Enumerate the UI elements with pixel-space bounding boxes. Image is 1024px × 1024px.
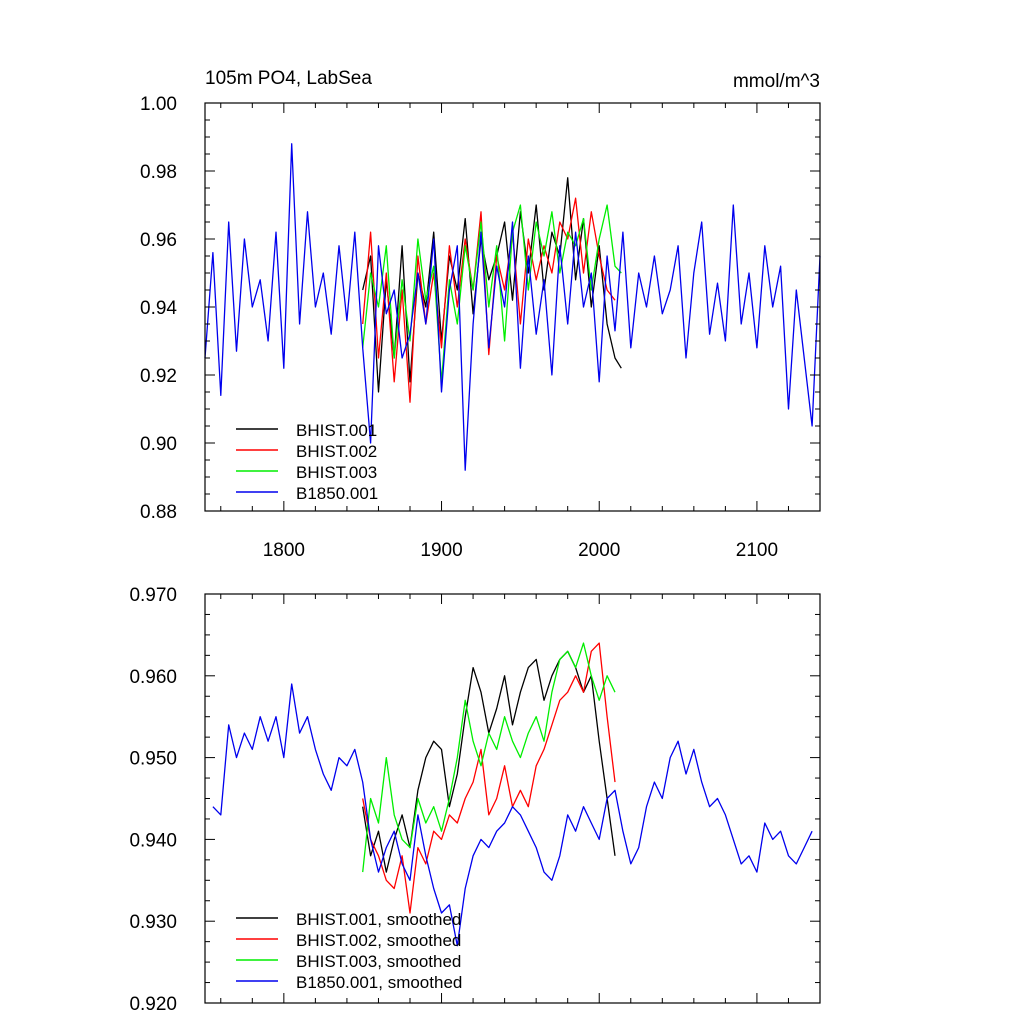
legend-label: BHIST.001, smoothed [296,910,461,929]
y-tick-label: 0.940 [129,830,177,851]
legend-label: BHIST.001 [296,421,377,440]
series-line-bhist-003 [362,204,622,383]
y-tick-label: 1.00 [140,94,177,115]
series-line-bhist-003-smoothed [362,642,616,873]
y-tick-label: 0.96 [140,230,177,251]
y-tick-label: 0.90 [140,434,177,455]
y-tick-label: 0.970 [129,585,177,606]
legend-label: B1850.001 [296,484,378,503]
top-panel: 0.88 0.90 0.92 0.94 0.96 0.98 1.00 1800 1900 2000… [140,94,821,561]
series-line-bhist-002 [362,197,616,403]
series-line-bhist-002-smoothed [362,642,616,914]
legend-label: BHIST.002 [296,442,377,461]
x-tick-label: 2000 [578,540,620,561]
legend-label: BHIST.003, smoothed [296,952,461,971]
y-tick-label: 0.94 [140,298,177,319]
x-tick-label: 1900 [420,540,462,561]
series-line-b1850-001 [204,143,821,471]
legend: BHIST.001, smoothed BHIST.002, smoothed BH… [236,910,462,992]
bottom-panel: 0.920 0.930 0.940 0.950 0.960 0.970 BHIST.001,… [129,585,821,1015]
y-tick-label: 0.98 [140,162,177,183]
y-tick-label: 0.88 [140,502,177,523]
series-line-bhist-001-smoothed [362,650,616,873]
y-tick-label: 0.960 [129,667,177,688]
units-label: mmol/m^3 [733,71,820,92]
x-tick-label: 2100 [736,540,778,561]
y-tick-label: 0.920 [129,994,177,1015]
y-tick-label: 0.950 [129,749,177,770]
y-tick-label: 0.930 [129,912,177,933]
series-line-b1850-001-smoothed [212,683,813,947]
legend-label: BHIST.002, smoothed [296,931,461,950]
x-tick-label: 1800 [263,540,305,561]
chart-title: 105m PO4, LabSea [205,68,372,89]
legend: BHIST.001 BHIST.002 BHIST.003 B1850.001 [236,421,378,503]
y-tick-label: 0.92 [140,366,177,387]
legend-label: BHIST.003 [296,463,377,482]
legend-label: B1850.001, smoothed [296,973,462,992]
